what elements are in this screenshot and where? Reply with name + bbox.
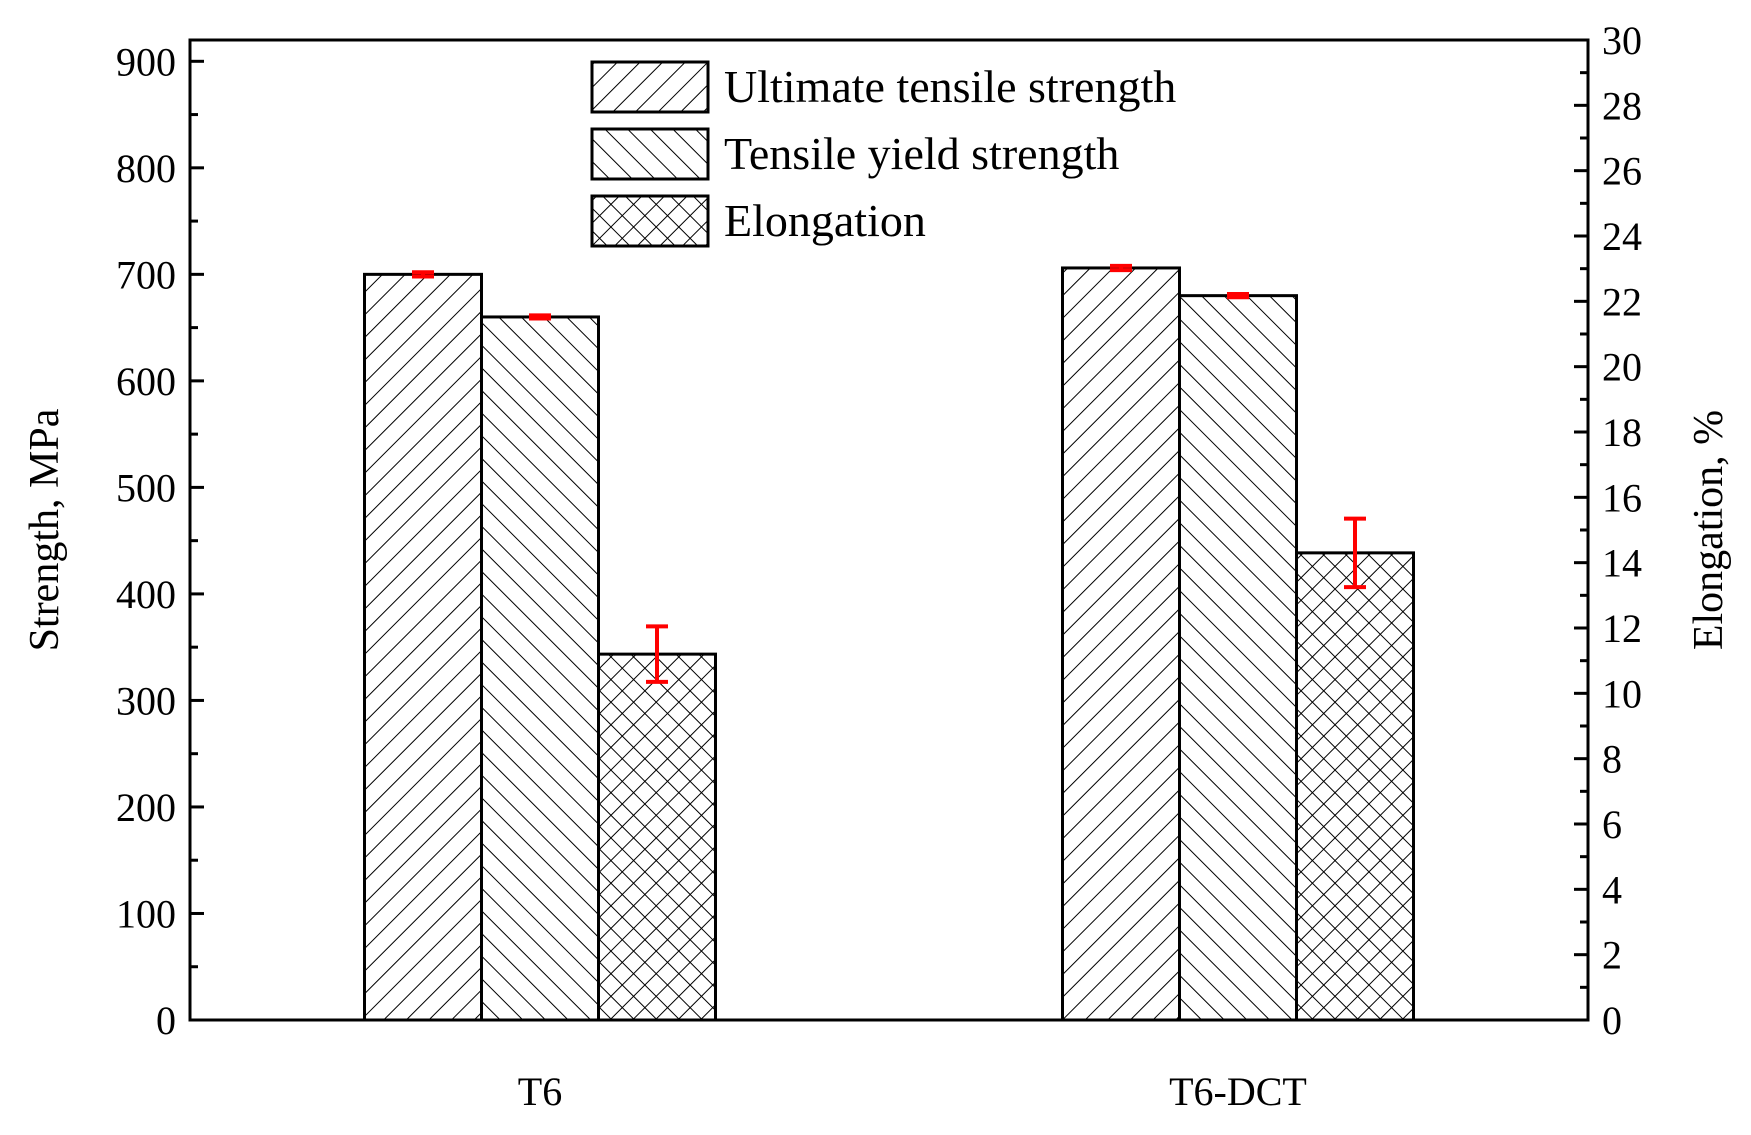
legend-swatch <box>590 60 710 114</box>
bar-tensile-yield-strength-t6-dct <box>1178 294 1298 1022</box>
y2-tick-label: 26 <box>1602 149 1642 194</box>
y2-tick-label: 28 <box>1602 83 1642 128</box>
error-bar-elongation-t6 <box>646 624 668 684</box>
legend-item-ultimate-tensile-strength: Ultimate tensile strength <box>590 60 1176 114</box>
y2-tick-label: 2 <box>1602 933 1622 978</box>
y2-tick-label: 22 <box>1602 279 1642 324</box>
bar-tensile-yield-strength-t6 <box>480 315 600 1022</box>
y2-tick-label: 12 <box>1602 606 1642 651</box>
error-bar-ultimate-tensile-strength-t6-dct <box>1110 263 1132 273</box>
y2-tick-label: 10 <box>1602 671 1642 716</box>
error-bar-tensile-yield-strength-t6 <box>529 313 551 321</box>
legend-item-elongation: Elongation <box>590 194 926 248</box>
y-tick-label: 200 <box>116 785 176 830</box>
y2-tick-label: 18 <box>1602 410 1642 455</box>
y2-tick-label: 6 <box>1602 802 1622 847</box>
y2-tick-label: 24 <box>1602 214 1642 259</box>
error-bar-elongation-t6-dct <box>1344 516 1366 590</box>
y-tick-label: 100 <box>116 891 176 936</box>
legend-label: Elongation <box>724 195 926 246</box>
bar-ultimate-tensile-strength-t6-dct <box>1061 266 1181 1022</box>
legend-swatch <box>590 194 710 248</box>
y2-tick-label: 4 <box>1602 867 1622 912</box>
y2-tick-label: 20 <box>1602 345 1642 390</box>
error-bar-ultimate-tensile-strength-t6 <box>412 270 434 279</box>
y-tick-label: 800 <box>116 146 176 191</box>
legend-swatch <box>590 127 710 181</box>
legend-item-tensile-yield-strength: Tensile yield strength <box>590 127 1119 181</box>
bar-elongation-t6 <box>597 652 717 1022</box>
legend: Ultimate tensile strength Tensile yield s… <box>590 60 1176 248</box>
y-tick-label: 500 <box>116 465 176 510</box>
error-bar-tensile-yield-strength-t6-dct <box>1227 292 1249 300</box>
y2-axis-title: Elongation, % <box>1686 410 1732 650</box>
y-tick-label: 300 <box>116 678 176 723</box>
bar-elongation-t6-dct <box>1295 551 1415 1022</box>
y-tick-label: 0 <box>156 998 176 1043</box>
x-category-label: T6-DCT <box>1169 1069 1307 1114</box>
legend-label: Tensile yield strength <box>724 128 1119 179</box>
legend-label: Ultimate tensile strength <box>724 61 1176 112</box>
y-tick-label: 600 <box>116 359 176 404</box>
y2-tick-label: 0 <box>1602 998 1622 1043</box>
y-tick-label: 400 <box>116 572 176 617</box>
y2-tick-label: 30 <box>1602 18 1642 63</box>
y-tick-label: 700 <box>116 252 176 297</box>
y2-tick-label: 16 <box>1602 475 1642 520</box>
y-axis-title: Strength, MPa <box>22 408 68 651</box>
y-tick-label: 900 <box>116 39 176 84</box>
y2-tick-label: 8 <box>1602 737 1622 782</box>
y2-tick-label: 14 <box>1602 541 1642 586</box>
bar-ultimate-tensile-strength-t6 <box>363 272 483 1022</box>
x-category-label: T6 <box>518 1069 562 1114</box>
